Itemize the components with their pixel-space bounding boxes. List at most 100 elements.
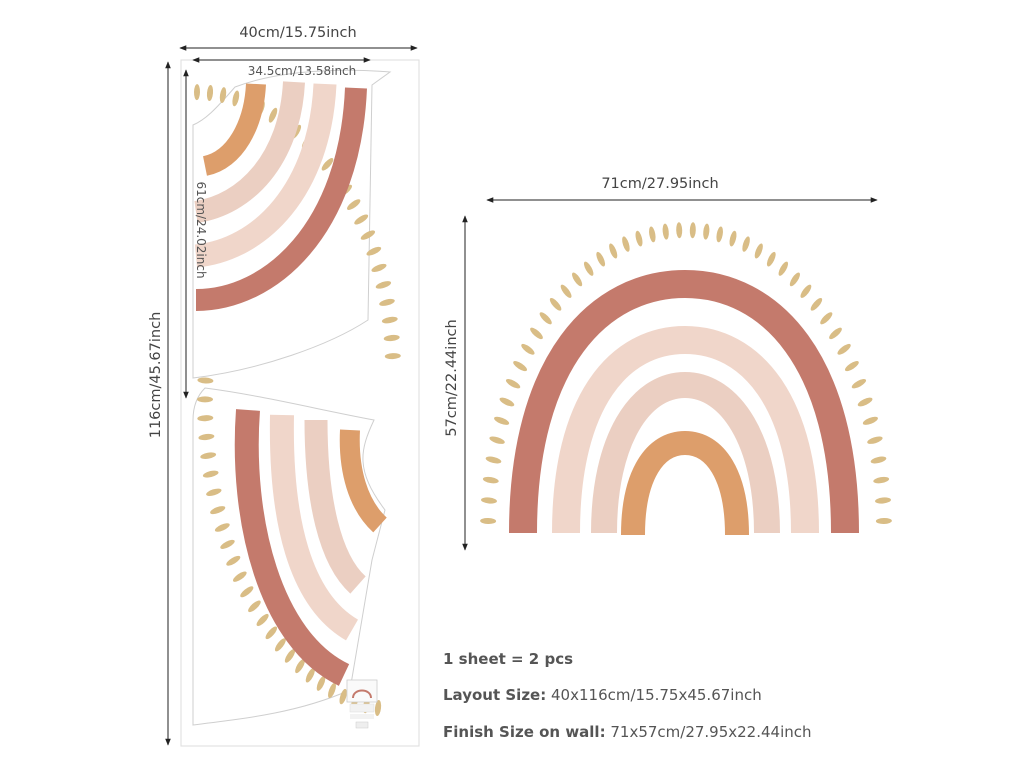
finish-size-label: Finish Size on wall: [443,723,606,741]
finished-band-orange [621,430,749,536]
decor-dash [482,476,499,484]
decor-dash [862,416,878,425]
decor-dash [778,261,789,276]
decor-dash [766,251,776,267]
decor-dash [873,476,890,484]
decor-dash [328,682,336,699]
decor-dash [596,251,606,267]
decor-dash [219,87,227,104]
decor-dash [521,343,535,355]
finished-height-label: 57cm/22.44inch [444,319,460,436]
decor-dash [539,312,552,325]
decor-dash [870,456,887,464]
decor-dash [609,243,618,259]
bottom-rainbow-piece [192,377,388,726]
decor-dash [220,539,235,549]
decor-dash [676,222,683,239]
decor-dash [193,84,201,101]
decor-dash [485,456,502,464]
decor-dash [530,327,543,340]
decor-dash [232,90,240,107]
top-band-orange [202,83,266,176]
decor-dash [197,377,214,384]
decor-dash [197,396,213,403]
decor-dash [210,506,226,515]
finish-size-value: 71x57cm/27.95x22.44inch [610,723,812,741]
decor-dash [248,600,261,613]
decor-dash [360,230,376,240]
decor-dash [742,236,750,252]
layout-size-value: 40x116cm/15.75x45.67inch [551,686,762,704]
decor-dash [383,334,400,342]
decor-dash [206,85,214,101]
decor-dash [200,452,217,459]
layout-size-text: Layout Size: 40x116cm/15.75x45.67inch [443,686,762,704]
decor-dash [295,659,305,674]
decor-dash [716,226,723,243]
top-rainbow-piece [192,69,401,379]
decor-dash [375,281,392,289]
decor-dash [662,223,669,240]
bottom-band-orange [339,429,388,533]
decor-dash [379,298,395,306]
decor-dash [240,586,254,598]
decor-dash [635,230,643,247]
decor-dash [754,243,763,259]
decor-dash [274,638,286,652]
decor-dash [354,214,369,225]
top-band-blush [193,81,305,223]
decor-dash [837,343,851,355]
decor-dash [305,668,315,683]
decor-dash [649,226,656,243]
decor-dash [494,416,510,425]
decor-dash [583,261,594,276]
decor-dash [572,272,583,287]
decor-dash [560,284,572,298]
decor-dash [875,517,892,525]
finished-band-pink [552,325,819,534]
decor-dash [198,433,215,441]
decor-dash [371,263,387,272]
decor-dash [729,230,737,247]
decor-dash [206,488,222,497]
bottom-band-blush [304,419,367,594]
decor-dash [316,675,326,691]
decor-dash [489,436,505,444]
decor-dash [800,284,812,298]
decor-dash [384,353,401,360]
top-band-pink [194,83,337,268]
finished-dots [480,222,892,525]
decor-dash [268,107,278,123]
decor-dash [845,361,859,372]
finish-size-text: Finish Size on wall: 71x57cm/27.95x22.44… [443,723,812,741]
piece-height-label: 61cm/24.02inch [194,181,208,278]
piece-width-label: 34.5cm/13.58inch [248,64,357,78]
quantity-value: 1 sheet = 2 pcs [443,650,574,668]
decor-dash [513,361,527,372]
decor-dash [197,415,214,422]
decor-dash [233,571,247,582]
bottom-band-pink [269,414,359,641]
decor-dash [867,436,883,444]
decor-dash [851,378,867,389]
finished-width-label: 71cm/27.95inch [601,176,718,192]
decor-dash [265,626,278,640]
product-label [346,679,378,729]
layout-size-label: Layout Size: [443,686,547,704]
decor-dash [789,272,800,287]
decor-dash [321,158,334,171]
decor-dash [374,700,382,716]
decor-dash [202,470,219,478]
finished-band-blush [591,371,780,534]
decor-dash [366,246,382,256]
decor-dash [284,649,296,663]
decor-dash [857,397,873,407]
top-band-terracotta [195,87,367,311]
decor-dash [226,555,241,566]
decor-dash [339,688,347,705]
decor-dash [481,497,497,504]
decor-dash [381,316,398,324]
bottom-band-terracotta [234,409,350,686]
decor-dash [347,199,361,210]
